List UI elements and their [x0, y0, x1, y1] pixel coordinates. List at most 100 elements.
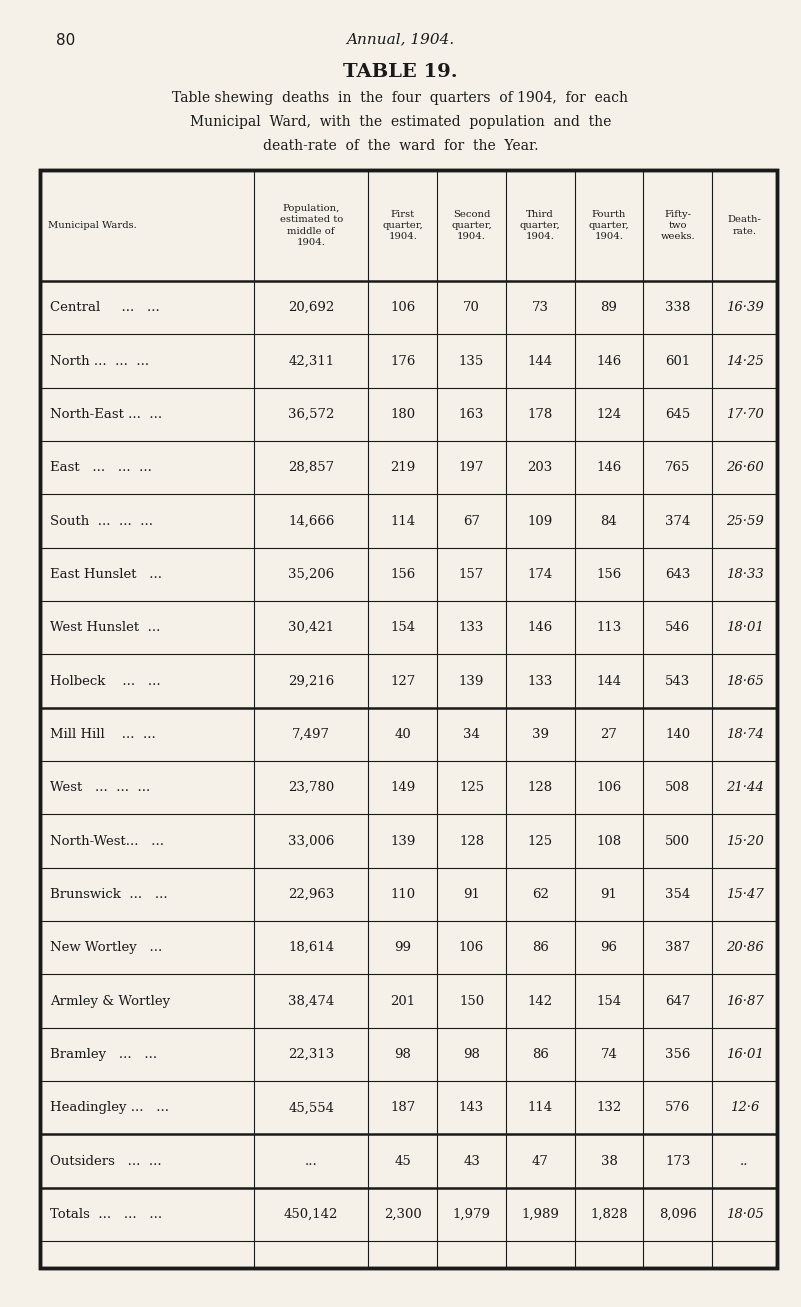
- Text: 110: 110: [390, 887, 416, 901]
- Text: 91: 91: [601, 887, 618, 901]
- Text: 18·05: 18·05: [726, 1208, 763, 1221]
- Text: 14·25: 14·25: [726, 354, 763, 367]
- Text: 187: 187: [390, 1102, 416, 1115]
- Text: 30,421: 30,421: [288, 621, 334, 634]
- Text: 17·70: 17·70: [726, 408, 763, 421]
- Text: 89: 89: [601, 301, 618, 314]
- Text: 139: 139: [459, 674, 484, 687]
- Text: 219: 219: [390, 461, 416, 474]
- Text: 106: 106: [596, 782, 622, 795]
- Text: Municipal Wards.: Municipal Wards.: [48, 221, 137, 230]
- Text: 84: 84: [601, 515, 618, 528]
- Text: 14,666: 14,666: [288, 515, 334, 528]
- Text: 124: 124: [597, 408, 622, 421]
- Text: 42,311: 42,311: [288, 354, 334, 367]
- Text: death-rate  of  the  ward  for  the  Year.: death-rate of the ward for the Year.: [263, 139, 538, 153]
- Text: 765: 765: [665, 461, 690, 474]
- Text: 25·59: 25·59: [726, 515, 763, 528]
- Text: 546: 546: [665, 621, 690, 634]
- Text: Central     ...   ...: Central ... ...: [50, 301, 159, 314]
- Text: Municipal  Ward,  with  the  estimated  population  and  the: Municipal Ward, with the estimated popul…: [190, 115, 611, 129]
- Text: 26·60: 26·60: [726, 461, 763, 474]
- Text: 43: 43: [463, 1154, 480, 1167]
- Text: 99: 99: [394, 941, 411, 954]
- Text: Fifty-
two
weeks.: Fifty- two weeks.: [660, 210, 695, 240]
- Text: 127: 127: [390, 674, 416, 687]
- Text: 15·20: 15·20: [726, 835, 763, 847]
- Text: 135: 135: [459, 354, 484, 367]
- Text: ...: ...: [304, 1154, 317, 1167]
- Text: 173: 173: [665, 1154, 690, 1167]
- Text: 146: 146: [528, 621, 553, 634]
- Text: 45,554: 45,554: [288, 1102, 334, 1115]
- Text: Third
quarter,
1904.: Third quarter, 1904.: [520, 210, 561, 240]
- Text: 21·44: 21·44: [726, 782, 763, 795]
- Text: 508: 508: [665, 782, 690, 795]
- Text: 156: 156: [596, 567, 622, 580]
- Text: 157: 157: [459, 567, 484, 580]
- Text: 146: 146: [596, 461, 622, 474]
- Text: 197: 197: [459, 461, 484, 474]
- Text: 144: 144: [528, 354, 553, 367]
- Text: Outsiders   ...  ...: Outsiders ... ...: [50, 1154, 161, 1167]
- Text: 374: 374: [665, 515, 690, 528]
- Text: 178: 178: [528, 408, 553, 421]
- Text: 354: 354: [665, 887, 690, 901]
- Text: 108: 108: [597, 835, 622, 847]
- Text: 114: 114: [390, 515, 416, 528]
- Text: Second
quarter,
1904.: Second quarter, 1904.: [451, 210, 492, 240]
- Text: 45: 45: [394, 1154, 411, 1167]
- Text: 144: 144: [597, 674, 622, 687]
- Text: 33,006: 33,006: [288, 835, 334, 847]
- Text: 1,979: 1,979: [453, 1208, 490, 1221]
- Text: 96: 96: [601, 941, 618, 954]
- Text: 1,828: 1,828: [590, 1208, 628, 1221]
- Text: 125: 125: [528, 835, 553, 847]
- Text: 35,206: 35,206: [288, 567, 334, 580]
- Text: South  ...  ...  ...: South ... ... ...: [50, 515, 153, 528]
- Text: 647: 647: [665, 995, 690, 1008]
- Text: 109: 109: [528, 515, 553, 528]
- Text: 40: 40: [394, 728, 411, 741]
- Text: Armley & Wortley: Armley & Wortley: [50, 995, 170, 1008]
- Text: 106: 106: [459, 941, 484, 954]
- Text: 174: 174: [528, 567, 553, 580]
- Text: Death-
rate.: Death- rate.: [727, 216, 762, 235]
- Text: 125: 125: [459, 782, 484, 795]
- Text: 7,497: 7,497: [292, 728, 330, 741]
- Text: 156: 156: [390, 567, 416, 580]
- Text: 18,614: 18,614: [288, 941, 334, 954]
- Text: 140: 140: [665, 728, 690, 741]
- Text: 128: 128: [528, 782, 553, 795]
- Text: 86: 86: [532, 1048, 549, 1061]
- Text: Holbeck    ...   ...: Holbeck ... ...: [50, 674, 160, 687]
- Text: 20·86: 20·86: [726, 941, 763, 954]
- Text: 98: 98: [463, 1048, 480, 1061]
- Text: Bramley   ...   ...: Bramley ... ...: [50, 1048, 157, 1061]
- Text: North-East ...  ...: North-East ... ...: [50, 408, 162, 421]
- Text: North ...  ...  ...: North ... ... ...: [50, 354, 149, 367]
- Text: 22,313: 22,313: [288, 1048, 334, 1061]
- Text: 47: 47: [532, 1154, 549, 1167]
- Text: Table shewing  deaths  in  the  four  quarters  of 1904,  for  each: Table shewing deaths in the four quarter…: [172, 91, 629, 106]
- Text: 576: 576: [665, 1102, 690, 1115]
- Text: 1,989: 1,989: [521, 1208, 559, 1221]
- Text: Mill Hill    ...  ...: Mill Hill ... ...: [50, 728, 155, 741]
- Text: 114: 114: [528, 1102, 553, 1115]
- Text: 16·39: 16·39: [726, 301, 763, 314]
- Text: 149: 149: [390, 782, 416, 795]
- Text: 154: 154: [390, 621, 416, 634]
- Text: East   ...   ...  ...: East ... ... ...: [50, 461, 151, 474]
- Text: 601: 601: [665, 354, 690, 367]
- Text: North-West...   ...: North-West... ...: [50, 835, 163, 847]
- Text: 36,572: 36,572: [288, 408, 334, 421]
- Text: 139: 139: [390, 835, 416, 847]
- Text: 142: 142: [528, 995, 553, 1008]
- Text: 12·6: 12·6: [730, 1102, 759, 1115]
- Text: TABLE 19.: TABLE 19.: [343, 63, 458, 81]
- Text: 91: 91: [463, 887, 480, 901]
- Text: 143: 143: [459, 1102, 484, 1115]
- Text: 176: 176: [390, 354, 416, 367]
- Text: 163: 163: [459, 408, 484, 421]
- Text: 500: 500: [665, 835, 690, 847]
